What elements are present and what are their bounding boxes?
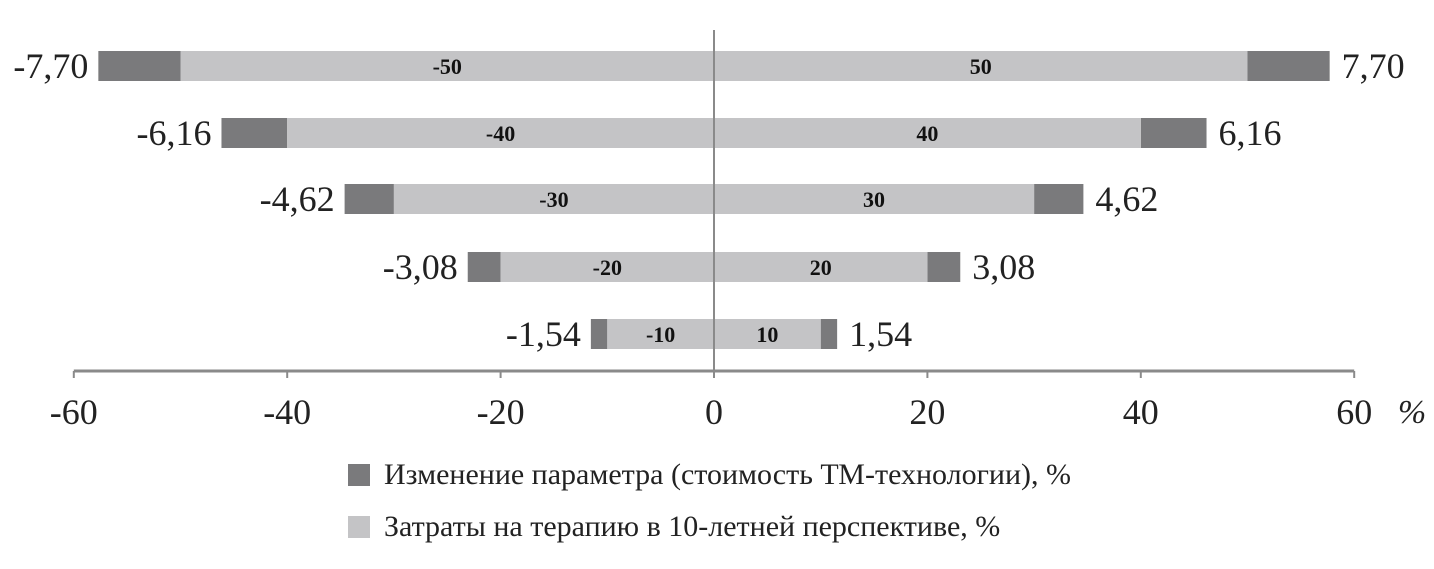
bar-cost-change-neg xyxy=(98,51,181,81)
bar-therapy-costs-neg xyxy=(180,51,714,81)
bars-layer xyxy=(98,51,1330,349)
legend-label-therapy-costs: Затраты на терапию в 10-летней перспекти… xyxy=(384,510,1001,543)
bar-inner-label-neg: -10 xyxy=(646,322,675,347)
bar-end-label-pos: 3,08 xyxy=(972,247,1035,287)
bar-inner-label-neg: -50 xyxy=(433,54,462,79)
bar-cost-change-neg xyxy=(467,252,501,282)
labels-layer: -7,70 7,70 -50 50 -6,16 6,16 -40 40 -4,62 4,62 -30… xyxy=(13,46,1404,354)
bar-cost-change-pos xyxy=(1140,118,1207,148)
bar-end-label-neg: -3,08 xyxy=(383,247,458,287)
bar-end-label-neg: -1,54 xyxy=(506,314,581,354)
x-tick-label: 20 xyxy=(909,392,945,432)
bar-cost-change-neg xyxy=(344,184,394,214)
bar-end-label-neg: -6,16 xyxy=(136,113,211,153)
bar-inner-label-neg: -20 xyxy=(593,255,622,280)
bar-cost-change-pos xyxy=(1247,51,1330,81)
bar-inner-label-pos: 30 xyxy=(863,187,885,212)
bar-therapy-costs-neg xyxy=(393,184,714,214)
bar-inner-label-pos: 10 xyxy=(756,322,778,347)
bar-therapy-costs-pos xyxy=(714,319,821,349)
bar-end-label-pos: 1,54 xyxy=(849,314,912,354)
x-axis-unit-label: % xyxy=(1398,394,1426,431)
x-tick-label: -40 xyxy=(263,392,311,432)
bar-end-label-neg: -7,70 xyxy=(13,46,88,86)
x-tick-label: 40 xyxy=(1123,392,1159,432)
bar-therapy-costs-pos xyxy=(714,252,928,282)
bar-therapy-costs-pos xyxy=(714,184,1035,214)
bar-inner-label-pos: 40 xyxy=(916,121,938,146)
legend-swatch-cost-change xyxy=(348,464,370,486)
bar-therapy-costs-neg xyxy=(500,252,714,282)
legend-label-cost-change: Изменение параметра (стоимость ТМ-технол… xyxy=(384,458,1072,491)
bar-cost-change-pos xyxy=(820,319,838,349)
bar-inner-label-pos: 20 xyxy=(810,255,832,280)
bar-end-label-pos: 6,16 xyxy=(1219,113,1282,153)
bar-end-label-pos: 4,62 xyxy=(1095,179,1158,219)
bar-therapy-costs-pos xyxy=(714,118,1141,148)
bar-cost-change-pos xyxy=(927,252,961,282)
bar-inner-label-pos: 50 xyxy=(970,54,992,79)
bar-therapy-costs-pos xyxy=(714,51,1248,81)
bar-inner-label-neg: -40 xyxy=(486,121,515,146)
x-tick-label: 0 xyxy=(705,392,723,432)
x-axis: -60 -40 -20 0 20 40 60% xyxy=(50,369,1426,432)
bar-therapy-costs-neg xyxy=(607,319,714,349)
x-tick-label: -20 xyxy=(477,392,525,432)
bar-therapy-costs-neg xyxy=(287,118,714,148)
bar-end-label-pos: 7,70 xyxy=(1342,46,1405,86)
x-tick-label: -60 xyxy=(50,392,98,432)
bar-end-label-neg: -4,62 xyxy=(260,179,335,219)
x-tick-label: 60 xyxy=(1336,392,1372,432)
bar-cost-change-neg xyxy=(221,118,288,148)
bar-inner-label-neg: -30 xyxy=(539,187,568,212)
bar-cost-change-neg xyxy=(590,319,608,349)
legend-swatch-therapy-costs xyxy=(348,516,370,538)
bar-cost-change-pos xyxy=(1034,184,1084,214)
